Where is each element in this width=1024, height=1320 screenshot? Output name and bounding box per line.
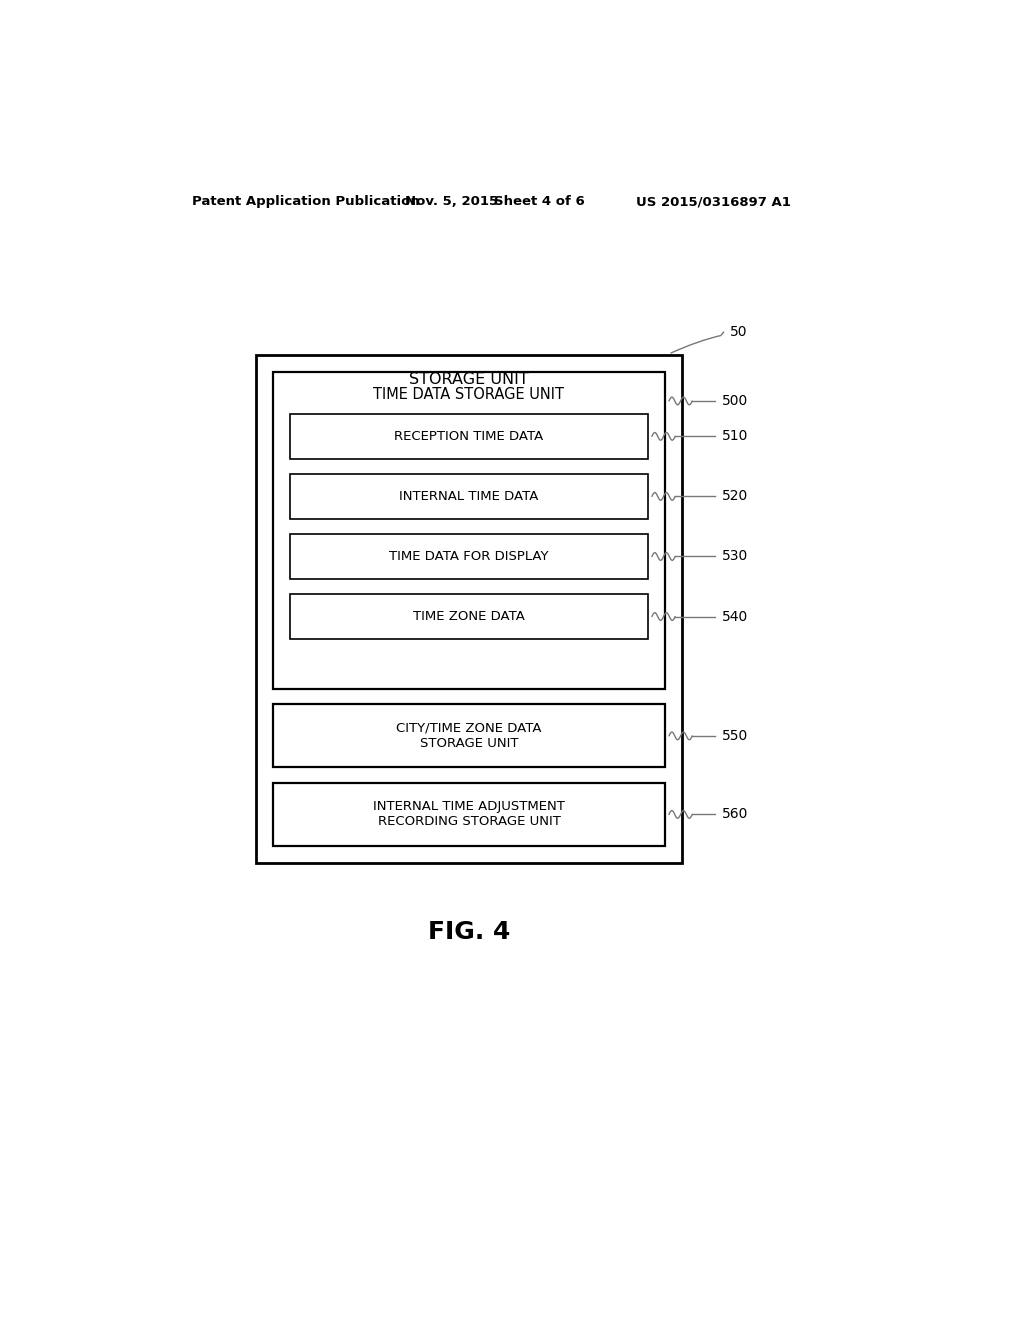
Text: 550: 550 bbox=[722, 729, 749, 743]
FancyBboxPatch shape bbox=[273, 372, 665, 689]
FancyBboxPatch shape bbox=[290, 535, 648, 579]
Text: TIME DATA FOR DISPLAY: TIME DATA FOR DISPLAY bbox=[389, 550, 549, 564]
Text: Nov. 5, 2015: Nov. 5, 2015 bbox=[406, 195, 499, 209]
Text: US 2015/0316897 A1: US 2015/0316897 A1 bbox=[636, 195, 791, 209]
Text: CITY/TIME ZONE DATA
STORAGE UNIT: CITY/TIME ZONE DATA STORAGE UNIT bbox=[396, 722, 542, 750]
Text: TIME DATA STORAGE UNIT: TIME DATA STORAGE UNIT bbox=[374, 387, 564, 403]
Text: Patent Application Publication: Patent Application Publication bbox=[191, 195, 419, 209]
Text: INTERNAL TIME ADJUSTMENT
RECORDING STORAGE UNIT: INTERNAL TIME ADJUSTMENT RECORDING STORA… bbox=[373, 800, 565, 829]
Text: Sheet 4 of 6: Sheet 4 of 6 bbox=[494, 195, 585, 209]
FancyBboxPatch shape bbox=[256, 355, 682, 863]
Text: 50: 50 bbox=[730, 325, 748, 339]
Text: 530: 530 bbox=[722, 549, 749, 564]
FancyBboxPatch shape bbox=[290, 594, 648, 639]
Text: 520: 520 bbox=[722, 490, 749, 503]
Text: TIME ZONE DATA: TIME ZONE DATA bbox=[413, 610, 525, 623]
Text: 500: 500 bbox=[722, 393, 749, 408]
Text: INTERNAL TIME DATA: INTERNAL TIME DATA bbox=[399, 490, 539, 503]
FancyBboxPatch shape bbox=[273, 705, 665, 767]
FancyBboxPatch shape bbox=[273, 783, 665, 846]
Text: FIG. 4: FIG. 4 bbox=[428, 920, 510, 944]
Text: 560: 560 bbox=[722, 808, 749, 821]
Text: 510: 510 bbox=[722, 429, 749, 444]
FancyBboxPatch shape bbox=[290, 414, 648, 459]
Text: STORAGE UNIT: STORAGE UNIT bbox=[410, 372, 528, 387]
Text: RECEPTION TIME DATA: RECEPTION TIME DATA bbox=[394, 430, 544, 444]
Text: 540: 540 bbox=[722, 610, 749, 623]
FancyBboxPatch shape bbox=[290, 474, 648, 519]
